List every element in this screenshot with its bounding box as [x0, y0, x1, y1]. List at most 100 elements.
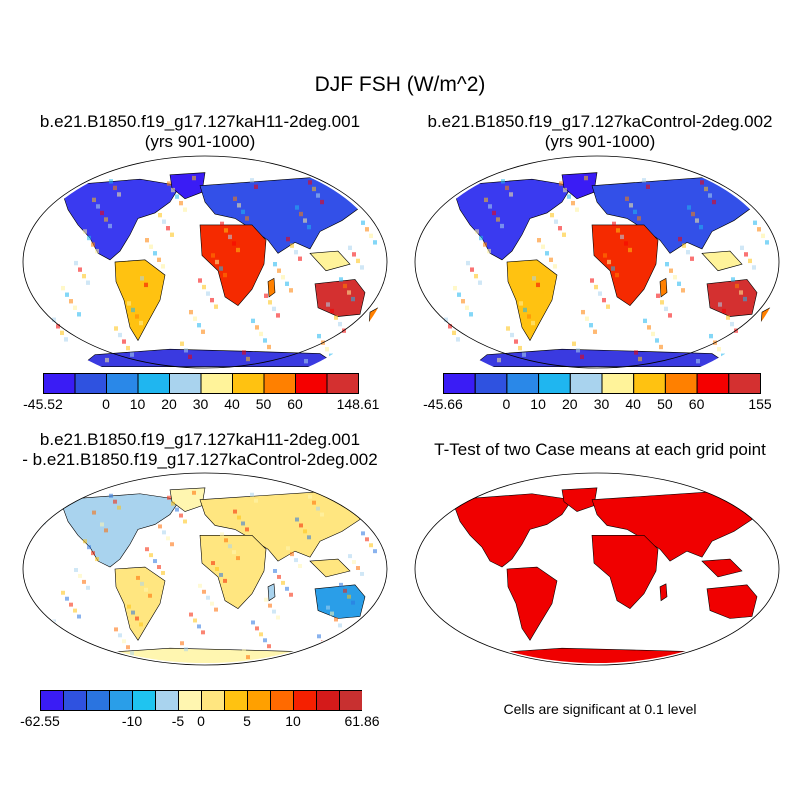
colorbar-swatch — [569, 373, 603, 394]
grid-cell — [312, 186, 316, 192]
grid-cell — [65, 292, 69, 297]
colorbar-tick-label: 61.86 — [344, 713, 380, 729]
grid-cell — [307, 535, 311, 540]
grid-cell — [223, 578, 227, 583]
panel-3-title-line-2: - b.e21.B1850.f19_g17.127kaControl-2deg.… — [22, 450, 378, 469]
land-africa — [199, 535, 267, 609]
grid-cell — [193, 618, 197, 623]
colorbar-swatch — [106, 373, 139, 394]
grid-cell — [558, 226, 562, 231]
grid-cell — [628, 247, 632, 253]
grid-cell — [294, 558, 298, 563]
grid-cell — [457, 292, 461, 297]
grid-cell — [250, 178, 254, 183]
grid-cell — [594, 284, 598, 290]
grid-cell — [233, 196, 237, 201]
grid-cell — [277, 268, 281, 273]
grid-cell — [241, 521, 245, 526]
grid-cell — [691, 211, 695, 217]
grid-cell — [356, 258, 360, 264]
grid-cell — [294, 250, 298, 255]
grid-cell — [606, 304, 610, 309]
grid-cell — [224, 538, 228, 543]
colorbar-tick-label: 0 — [502, 396, 511, 412]
map-outline — [22, 472, 388, 666]
grid-cell — [73, 608, 77, 613]
colorbar-swatch — [247, 690, 271, 711]
grid-cell — [317, 333, 321, 339]
grid-cell — [339, 582, 343, 587]
grid-cell — [298, 256, 302, 261]
grid-cell — [584, 175, 588, 181]
colorbar-swatch — [201, 690, 225, 711]
grid-cell — [220, 221, 224, 227]
grid-cell — [540, 289, 544, 294]
grid-cell — [92, 510, 96, 515]
grid-cell — [77, 312, 81, 317]
grid-cell — [263, 338, 267, 343]
panel-2-title-line-2: (yrs 901-1000) — [544, 132, 656, 151]
grid-cell — [549, 257, 553, 262]
grid-cell — [765, 240, 769, 245]
grid-cell — [532, 276, 536, 281]
grid-cell — [638, 356, 642, 362]
colorbar-swatch — [538, 373, 571, 394]
colorbar-swatch — [316, 690, 340, 711]
grid-cell — [157, 257, 161, 262]
grid-cell — [219, 266, 223, 271]
colorbar-tick-label: 5 — [243, 713, 251, 729]
grid-cell — [580, 354, 584, 360]
land-africa — [591, 535, 659, 609]
grid-cell — [100, 522, 104, 527]
grid-cell — [285, 281, 289, 286]
grid-cell — [47, 654, 51, 659]
grid-cell — [139, 320, 143, 326]
grid-cell — [304, 359, 308, 364]
grid-cell — [273, 569, 277, 573]
grid-cell — [528, 269, 532, 274]
grid-cell — [83, 539, 87, 544]
grid-cell — [752, 265, 756, 270]
grid-cell — [522, 352, 526, 357]
grid-cell — [501, 179, 505, 184]
grid-cell — [202, 589, 206, 594]
colorbar-tick-label: 0 — [197, 713, 205, 729]
grid-cell — [514, 339, 518, 344]
land-madagascar — [659, 583, 668, 602]
grid-cell — [509, 192, 513, 197]
grid-cell — [656, 293, 660, 298]
grid-cell — [320, 199, 324, 205]
panel-1-title-line-2: (yrs 901-1000) — [144, 132, 256, 151]
grid-cell — [687, 205, 691, 210]
land-nz — [760, 307, 771, 326]
grid-cell — [210, 601, 214, 606]
grid-cell — [721, 353, 725, 358]
grid-cell — [188, 653, 192, 658]
grid-cell — [748, 258, 752, 264]
colorbar-tick-label: -10 — [121, 713, 143, 729]
grid-cell — [69, 299, 73, 304]
grid-cell — [122, 639, 126, 644]
grid-cell — [696, 359, 700, 364]
grid-cell — [167, 495, 171, 500]
grid-cell — [518, 345, 522, 351]
grid-cell — [682, 243, 686, 248]
grid-cell — [369, 543, 373, 548]
grid-cell — [443, 176, 447, 182]
panel-2-title: b.e21.B1850.f19_g17.127kaControl-2deg.00… — [400, 112, 800, 152]
grid-cell — [708, 193, 712, 198]
grid-cell — [365, 227, 369, 232]
colorbar-swatch — [601, 373, 635, 394]
grid-cell — [616, 228, 620, 233]
grid-cell — [633, 209, 637, 215]
panel-1-title-line-1: b.e21.B1850.f19_g17.127kaH11-2deg.001 — [39, 112, 361, 131]
grid-cell — [259, 331, 263, 337]
grid-cell — [466, 260, 470, 266]
grid-cell — [224, 228, 228, 233]
colorbar-swatch — [443, 373, 476, 394]
grid-cell — [246, 655, 250, 660]
colorbar-swatch — [263, 373, 296, 394]
grid-cell — [704, 186, 708, 192]
grid-cell — [487, 248, 491, 254]
colorbar-tick-label: 50 — [657, 396, 673, 412]
